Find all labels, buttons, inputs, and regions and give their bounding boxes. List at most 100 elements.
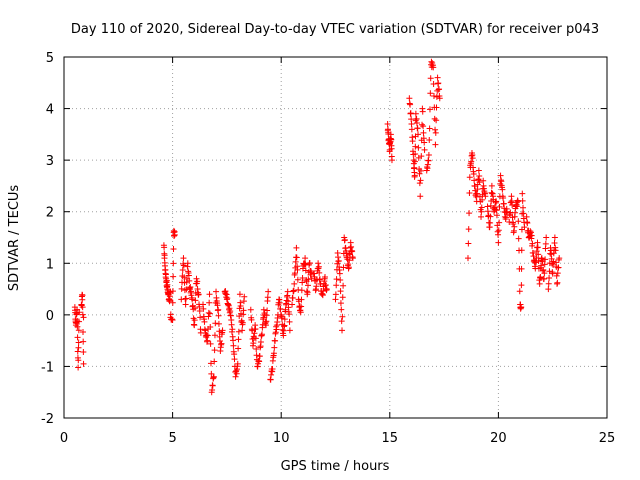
data-point bbox=[554, 279, 561, 286]
data-point bbox=[413, 120, 420, 127]
data-point bbox=[197, 314, 204, 321]
data-point bbox=[207, 340, 214, 347]
data-point bbox=[549, 270, 556, 277]
data-point bbox=[542, 240, 549, 247]
data-point bbox=[541, 270, 548, 277]
data-point bbox=[237, 303, 244, 310]
data-point bbox=[249, 336, 256, 343]
data-point bbox=[205, 309, 212, 316]
data-point bbox=[407, 101, 414, 108]
data-point bbox=[487, 219, 494, 226]
data-point bbox=[487, 213, 494, 220]
data-point bbox=[427, 75, 434, 82]
data-point bbox=[554, 270, 561, 277]
data-point bbox=[248, 316, 255, 323]
data-point bbox=[235, 345, 242, 352]
data-point bbox=[212, 320, 219, 327]
data-point bbox=[192, 305, 199, 312]
data-point bbox=[286, 327, 293, 334]
data-point bbox=[169, 317, 176, 324]
data-point bbox=[476, 172, 483, 179]
data-point bbox=[419, 108, 426, 115]
data-point bbox=[520, 210, 527, 217]
data-point bbox=[335, 257, 342, 264]
data-point bbox=[545, 286, 552, 293]
data-point bbox=[523, 213, 530, 220]
data-point bbox=[337, 277, 344, 284]
data-point bbox=[345, 264, 352, 271]
data-point bbox=[252, 325, 259, 332]
data-point bbox=[510, 221, 517, 228]
data-point bbox=[536, 280, 543, 287]
data-point bbox=[79, 292, 86, 299]
data-point bbox=[215, 312, 222, 319]
data-point bbox=[514, 203, 521, 210]
data-point bbox=[545, 280, 552, 287]
data-point bbox=[431, 115, 438, 122]
data-point bbox=[417, 193, 424, 200]
data-points bbox=[71, 58, 563, 396]
data-point bbox=[180, 262, 187, 269]
data-point bbox=[216, 328, 223, 335]
data-point bbox=[500, 194, 507, 201]
data-point bbox=[289, 295, 296, 302]
data-point bbox=[518, 247, 525, 254]
data-point bbox=[436, 86, 443, 93]
data-point bbox=[293, 254, 300, 261]
data-point bbox=[272, 337, 279, 344]
data-point bbox=[308, 269, 315, 276]
data-point bbox=[169, 299, 176, 306]
data-point bbox=[508, 199, 515, 206]
data-point bbox=[290, 287, 297, 294]
data-point bbox=[200, 305, 207, 312]
data-point bbox=[432, 126, 439, 133]
data-point bbox=[518, 265, 525, 272]
data-point bbox=[546, 268, 553, 275]
x-tick-label: 15 bbox=[382, 431, 399, 446]
data-point bbox=[411, 172, 418, 179]
data-point bbox=[80, 328, 87, 335]
data-point bbox=[535, 251, 542, 258]
data-point bbox=[194, 278, 201, 285]
data-point bbox=[203, 331, 210, 338]
data-point bbox=[191, 322, 198, 329]
data-point bbox=[495, 227, 502, 234]
data-point bbox=[294, 276, 301, 283]
y-tick-label: 1 bbox=[46, 257, 54, 272]
axis-ticks: 0 5 10 15 20 25 -2 -1 0 1 2 3 4 5 bbox=[41, 51, 615, 446]
x-axis-label: GPS time / hours bbox=[281, 459, 390, 474]
data-point bbox=[206, 299, 213, 306]
data-point bbox=[432, 141, 439, 148]
data-point bbox=[482, 193, 489, 200]
data-point bbox=[408, 126, 415, 133]
data-point bbox=[213, 288, 220, 295]
data-point bbox=[185, 272, 192, 279]
data-point bbox=[241, 293, 248, 300]
data-point bbox=[218, 340, 225, 347]
data-point bbox=[468, 158, 475, 165]
data-point bbox=[465, 240, 472, 247]
data-point bbox=[211, 347, 218, 354]
data-point bbox=[236, 291, 243, 298]
x-tick-label: 25 bbox=[599, 431, 616, 446]
data-point bbox=[332, 296, 339, 303]
data-point bbox=[230, 342, 237, 349]
data-point bbox=[430, 64, 437, 71]
data-point bbox=[80, 349, 87, 356]
data-point bbox=[215, 306, 222, 313]
data-point bbox=[297, 309, 304, 316]
data-point bbox=[555, 264, 562, 271]
data-point bbox=[537, 274, 544, 281]
data-point bbox=[182, 301, 189, 308]
data-point bbox=[211, 358, 218, 365]
y-tick-label: 3 bbox=[46, 154, 54, 169]
data-point bbox=[313, 283, 320, 290]
data-point bbox=[426, 125, 433, 132]
data-point bbox=[466, 174, 473, 181]
data-point bbox=[464, 255, 471, 262]
data-point bbox=[388, 157, 395, 164]
data-point bbox=[470, 171, 477, 178]
data-point bbox=[182, 296, 189, 303]
data-point bbox=[170, 260, 177, 267]
data-point bbox=[436, 95, 443, 102]
